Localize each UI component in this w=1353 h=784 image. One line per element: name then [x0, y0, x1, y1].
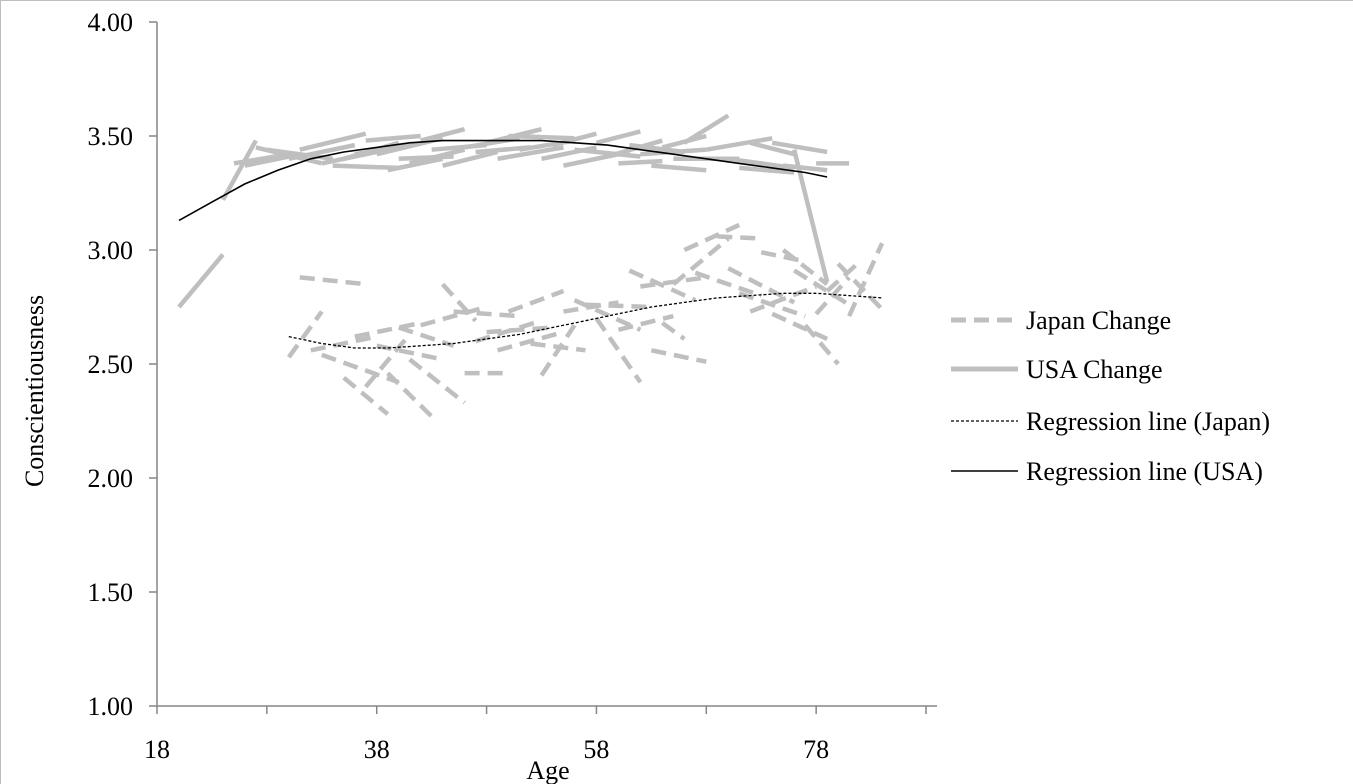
x-ticks: 18 38 58 78: [144, 706, 927, 764]
japan-change-segment: [299, 275, 366, 287]
japan-change-segment: [749, 284, 817, 314]
y-tick-label: 1.50: [88, 578, 134, 607]
japan-change-segment: [760, 250, 806, 264]
japan-change-segment: [771, 311, 829, 341]
japan-change-segment: [594, 317, 643, 384]
y-tick-label: 2.50: [88, 350, 134, 379]
usa-change-segment: [299, 131, 367, 152]
japan-change-segment: [453, 309, 520, 319]
usa-change-segment: [442, 149, 499, 168]
x-tick-label: 18: [144, 735, 170, 764]
usa-change-segment: [332, 163, 399, 171]
japan-change-segment: [397, 325, 455, 348]
plot-data-layer: [177, 113, 885, 419]
legend-label-japan-change: Japan Change: [1026, 306, 1171, 335]
series-regression-line-usa: [178, 139, 828, 222]
usa-change-segment: [595, 129, 641, 146]
usa-change-segment: [771, 140, 828, 155]
legend-item-japan-change: Japan Change: [951, 306, 1171, 335]
usa-change-segment: [497, 145, 564, 162]
japan-change-segment: [683, 222, 741, 253]
axes: 1.00 1.50 2.00 2.50 3.00 3.50 4.00 18 38 58 78 Co…: [20, 8, 937, 784]
y-axis-title: Conscientiousness: [20, 295, 49, 487]
japan-change-segment: [694, 270, 762, 298]
japan-change-segment: [287, 310, 324, 359]
japan-change-segment: [376, 343, 444, 362]
usa-change-segment: [508, 133, 575, 141]
legend: Japan Change USA Change Regression line …: [951, 306, 1270, 486]
japan-change-segment: [408, 357, 466, 405]
japan-change-segment: [507, 288, 565, 314]
x-tick-label: 78: [803, 735, 829, 764]
legend-label-regression-japan: Regression line (Japan): [1026, 407, 1270, 436]
japan-change-segment: [803, 323, 840, 366]
x-axis-title: Age: [526, 756, 569, 784]
series-usa-change: [177, 113, 850, 309]
legend-item-regression-japan: Regression line (Japan): [951, 407, 1270, 436]
usa-change-segment: [220, 139, 258, 201]
series-japan-change: [287, 222, 885, 419]
legend-item-usa-change: USA Change: [951, 355, 1163, 384]
y-tick-label: 3.00: [88, 236, 134, 265]
japan-change-segment: [847, 242, 885, 318]
japan-change-segment: [386, 371, 434, 419]
usa-change-segment: [420, 126, 466, 143]
japan-change-segment: [496, 329, 565, 353]
japan-change-segment: [486, 325, 553, 335]
x-tick-label: 38: [364, 735, 390, 764]
japan-change-segment: [539, 324, 577, 377]
japan-change-segment: [792, 268, 851, 307]
japan-change-segment: [420, 304, 488, 328]
legend-label-regression-usa: Regression line (USA): [1026, 457, 1263, 486]
japan-change-segment: [310, 334, 378, 353]
japan-change-segment: [342, 375, 390, 416]
japan-change-segment: [628, 268, 697, 303]
japan-change-segment: [727, 266, 796, 305]
japan-change-segment: [474, 318, 543, 344]
usa-change-segment: [365, 133, 421, 143]
usa-change-segment: [177, 253, 225, 309]
japan-change-segment: [650, 348, 707, 364]
usa-change-segment: [640, 147, 707, 157]
japan-change-segment: [738, 291, 806, 319]
usa-change-segment: [782, 163, 828, 173]
japan-change-segment: [781, 248, 829, 286]
usa-change-segment: [551, 131, 598, 148]
usa-change-segment: [409, 147, 466, 166]
usa-change-segment: [749, 140, 795, 157]
japan-change-segment: [585, 302, 652, 310]
japan-change-segment: [825, 259, 862, 293]
y-ticks: 1.00 1.50 2.00 2.50 3.00 3.50 4.00: [88, 8, 157, 721]
y-tick-label: 1.00: [88, 692, 134, 721]
japan-change-segment: [661, 321, 686, 341]
y-tick-label: 3.50: [88, 122, 134, 151]
usa-change-segment: [233, 152, 290, 166]
japan-change-segment: [354, 320, 422, 339]
japan-change-segment: [617, 313, 674, 332]
japan-change-segment: [671, 236, 730, 286]
usa-change-segment: [739, 165, 795, 175]
usa-change-segment: [288, 142, 356, 162]
japan-change-segment: [321, 352, 400, 385]
japan-change-segment: [364, 332, 412, 389]
y-tick-label: 2.00: [88, 464, 134, 493]
x-tick-label: 58: [583, 735, 609, 764]
y-tick-label: 4.00: [88, 8, 134, 37]
japan-change-segment: [814, 275, 851, 316]
legend-label-usa-change: USA Change: [1026, 355, 1163, 384]
regression-line-usa: [178, 139, 828, 222]
japan-change-segment: [440, 282, 478, 323]
usa-change-segment: [683, 113, 730, 145]
usa-change-segment: [705, 136, 773, 152]
legend-item-regression-usa: Regression line (USA): [951, 457, 1263, 486]
usa-change-segment: [651, 163, 707, 173]
usa-change-segment: [387, 156, 444, 173]
japan-change-segment: [717, 234, 762, 241]
usa-change-segment: [618, 158, 663, 166]
usa-change-segment: [574, 147, 641, 159]
